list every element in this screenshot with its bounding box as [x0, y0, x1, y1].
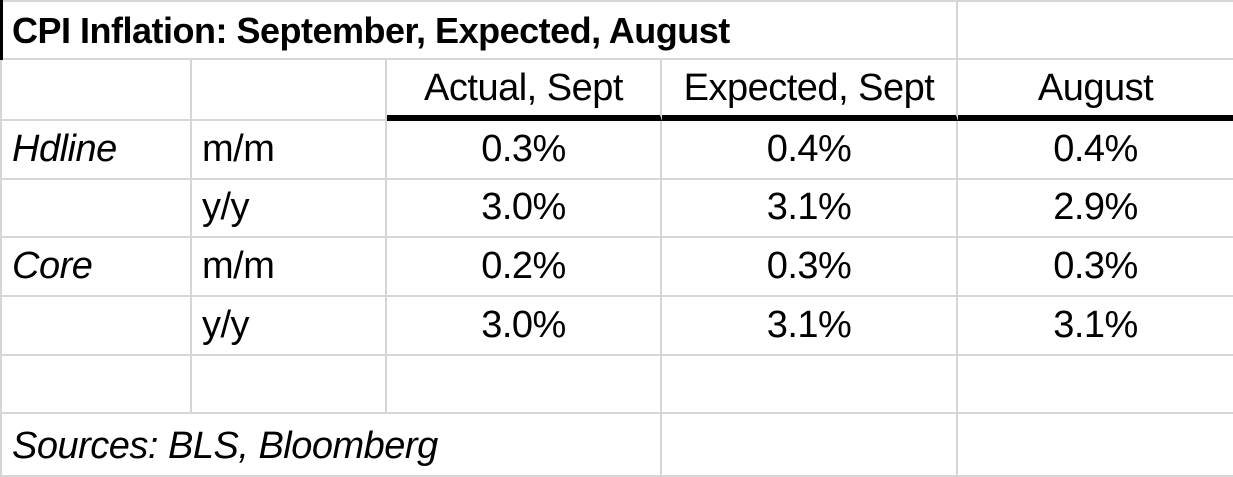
value-hdline-mm-expected: 0.4%: [766, 128, 852, 170]
column-header-actual-sept: Actual, Sept: [424, 67, 623, 109]
value-hdline-mm-actual: 0.3%: [481, 128, 566, 170]
cell-group-core[interactable]: Core: [2, 238, 192, 297]
cell-header-group[interactable]: [2, 60, 192, 121]
row-group-label: Core: [12, 245, 93, 287]
cell-empty[interactable]: [387, 356, 662, 414]
cell-sources[interactable]: Sources: BLS, Bloomberg: [2, 414, 662, 475]
cell-value-actual[interactable]: 3.0%: [387, 297, 662, 356]
cell-value-expected[interactable]: 3.1%: [662, 297, 958, 356]
cell-group-blank[interactable]: [2, 297, 192, 356]
cell-value-actual[interactable]: 0.2%: [387, 238, 662, 297]
cell-measure[interactable]: y/y: [192, 297, 387, 356]
sources-note: Sources: BLS, Bloomberg: [12, 425, 438, 467]
cell-value-august[interactable]: 3.1%: [958, 297, 1233, 356]
value-core-yy-actual: 3.0%: [481, 304, 566, 346]
row-measure-label: y/y: [202, 304, 250, 346]
cell-value-expected[interactable]: 0.3%: [662, 238, 958, 297]
row-measure-label: m/m: [202, 245, 275, 287]
table-title-cell[interactable]: CPI Inflation: September, Expected, Augu…: [0, 0, 958, 60]
cell-empty[interactable]: [958, 356, 1233, 414]
value-hdline-yy-actual: 3.0%: [481, 186, 566, 228]
cell-group-blank[interactable]: [2, 180, 192, 238]
value-core-mm-august: 0.3%: [1053, 245, 1138, 287]
value-core-mm-expected: 0.3%: [766, 245, 852, 287]
row-measure-label: m/m: [202, 128, 275, 170]
value-core-yy-expected: 3.1%: [766, 304, 852, 346]
column-header-expected-sept: Expected, Sept: [683, 67, 935, 109]
cell-empty[interactable]: [192, 356, 387, 414]
value-core-mm-actual: 0.2%: [481, 245, 566, 287]
value-hdline-yy-august: 2.9%: [1053, 186, 1138, 228]
cell-empty[interactable]: [662, 356, 958, 414]
cell-value-august[interactable]: 0.3%: [958, 238, 1233, 297]
cell-measure[interactable]: m/m: [192, 121, 387, 180]
cell-header-august[interactable]: August: [958, 60, 1233, 121]
value-hdline-mm-august: 0.4%: [1053, 128, 1138, 170]
cell-measure[interactable]: m/m: [192, 238, 387, 297]
cell-group-hdline[interactable]: Hdline: [2, 121, 192, 180]
cell-value-august[interactable]: 2.9%: [958, 180, 1233, 238]
cell-empty[interactable]: [958, 414, 1233, 475]
cell-header-measure[interactable]: [192, 60, 387, 121]
cell-value-august[interactable]: 0.4%: [958, 121, 1233, 180]
title-left-border: [0, 0, 3, 60]
cell-value-actual[interactable]: 0.3%: [387, 121, 662, 180]
cell-header-expected-sept[interactable]: Expected, Sept: [662, 60, 958, 121]
cell-empty-top-right[interactable]: [958, 2, 1233, 60]
cell-value-actual[interactable]: 3.0%: [387, 180, 662, 238]
cell-value-expected[interactable]: 3.1%: [662, 180, 958, 238]
value-hdline-yy-expected: 3.1%: [766, 186, 852, 228]
cell-measure[interactable]: y/y: [192, 180, 387, 238]
cell-header-actual-sept[interactable]: Actual, Sept: [387, 60, 662, 121]
row-group-label: Hdline: [12, 128, 117, 170]
cell-empty[interactable]: [662, 414, 958, 475]
cell-empty[interactable]: [2, 356, 192, 414]
table-title: CPI Inflation: September, Expected, Augu…: [12, 10, 730, 51]
column-header-august: August: [1037, 67, 1154, 109]
cell-value-expected[interactable]: 0.4%: [662, 121, 958, 180]
value-core-yy-august: 3.1%: [1053, 304, 1138, 346]
row-measure-label: y/y: [202, 186, 250, 228]
